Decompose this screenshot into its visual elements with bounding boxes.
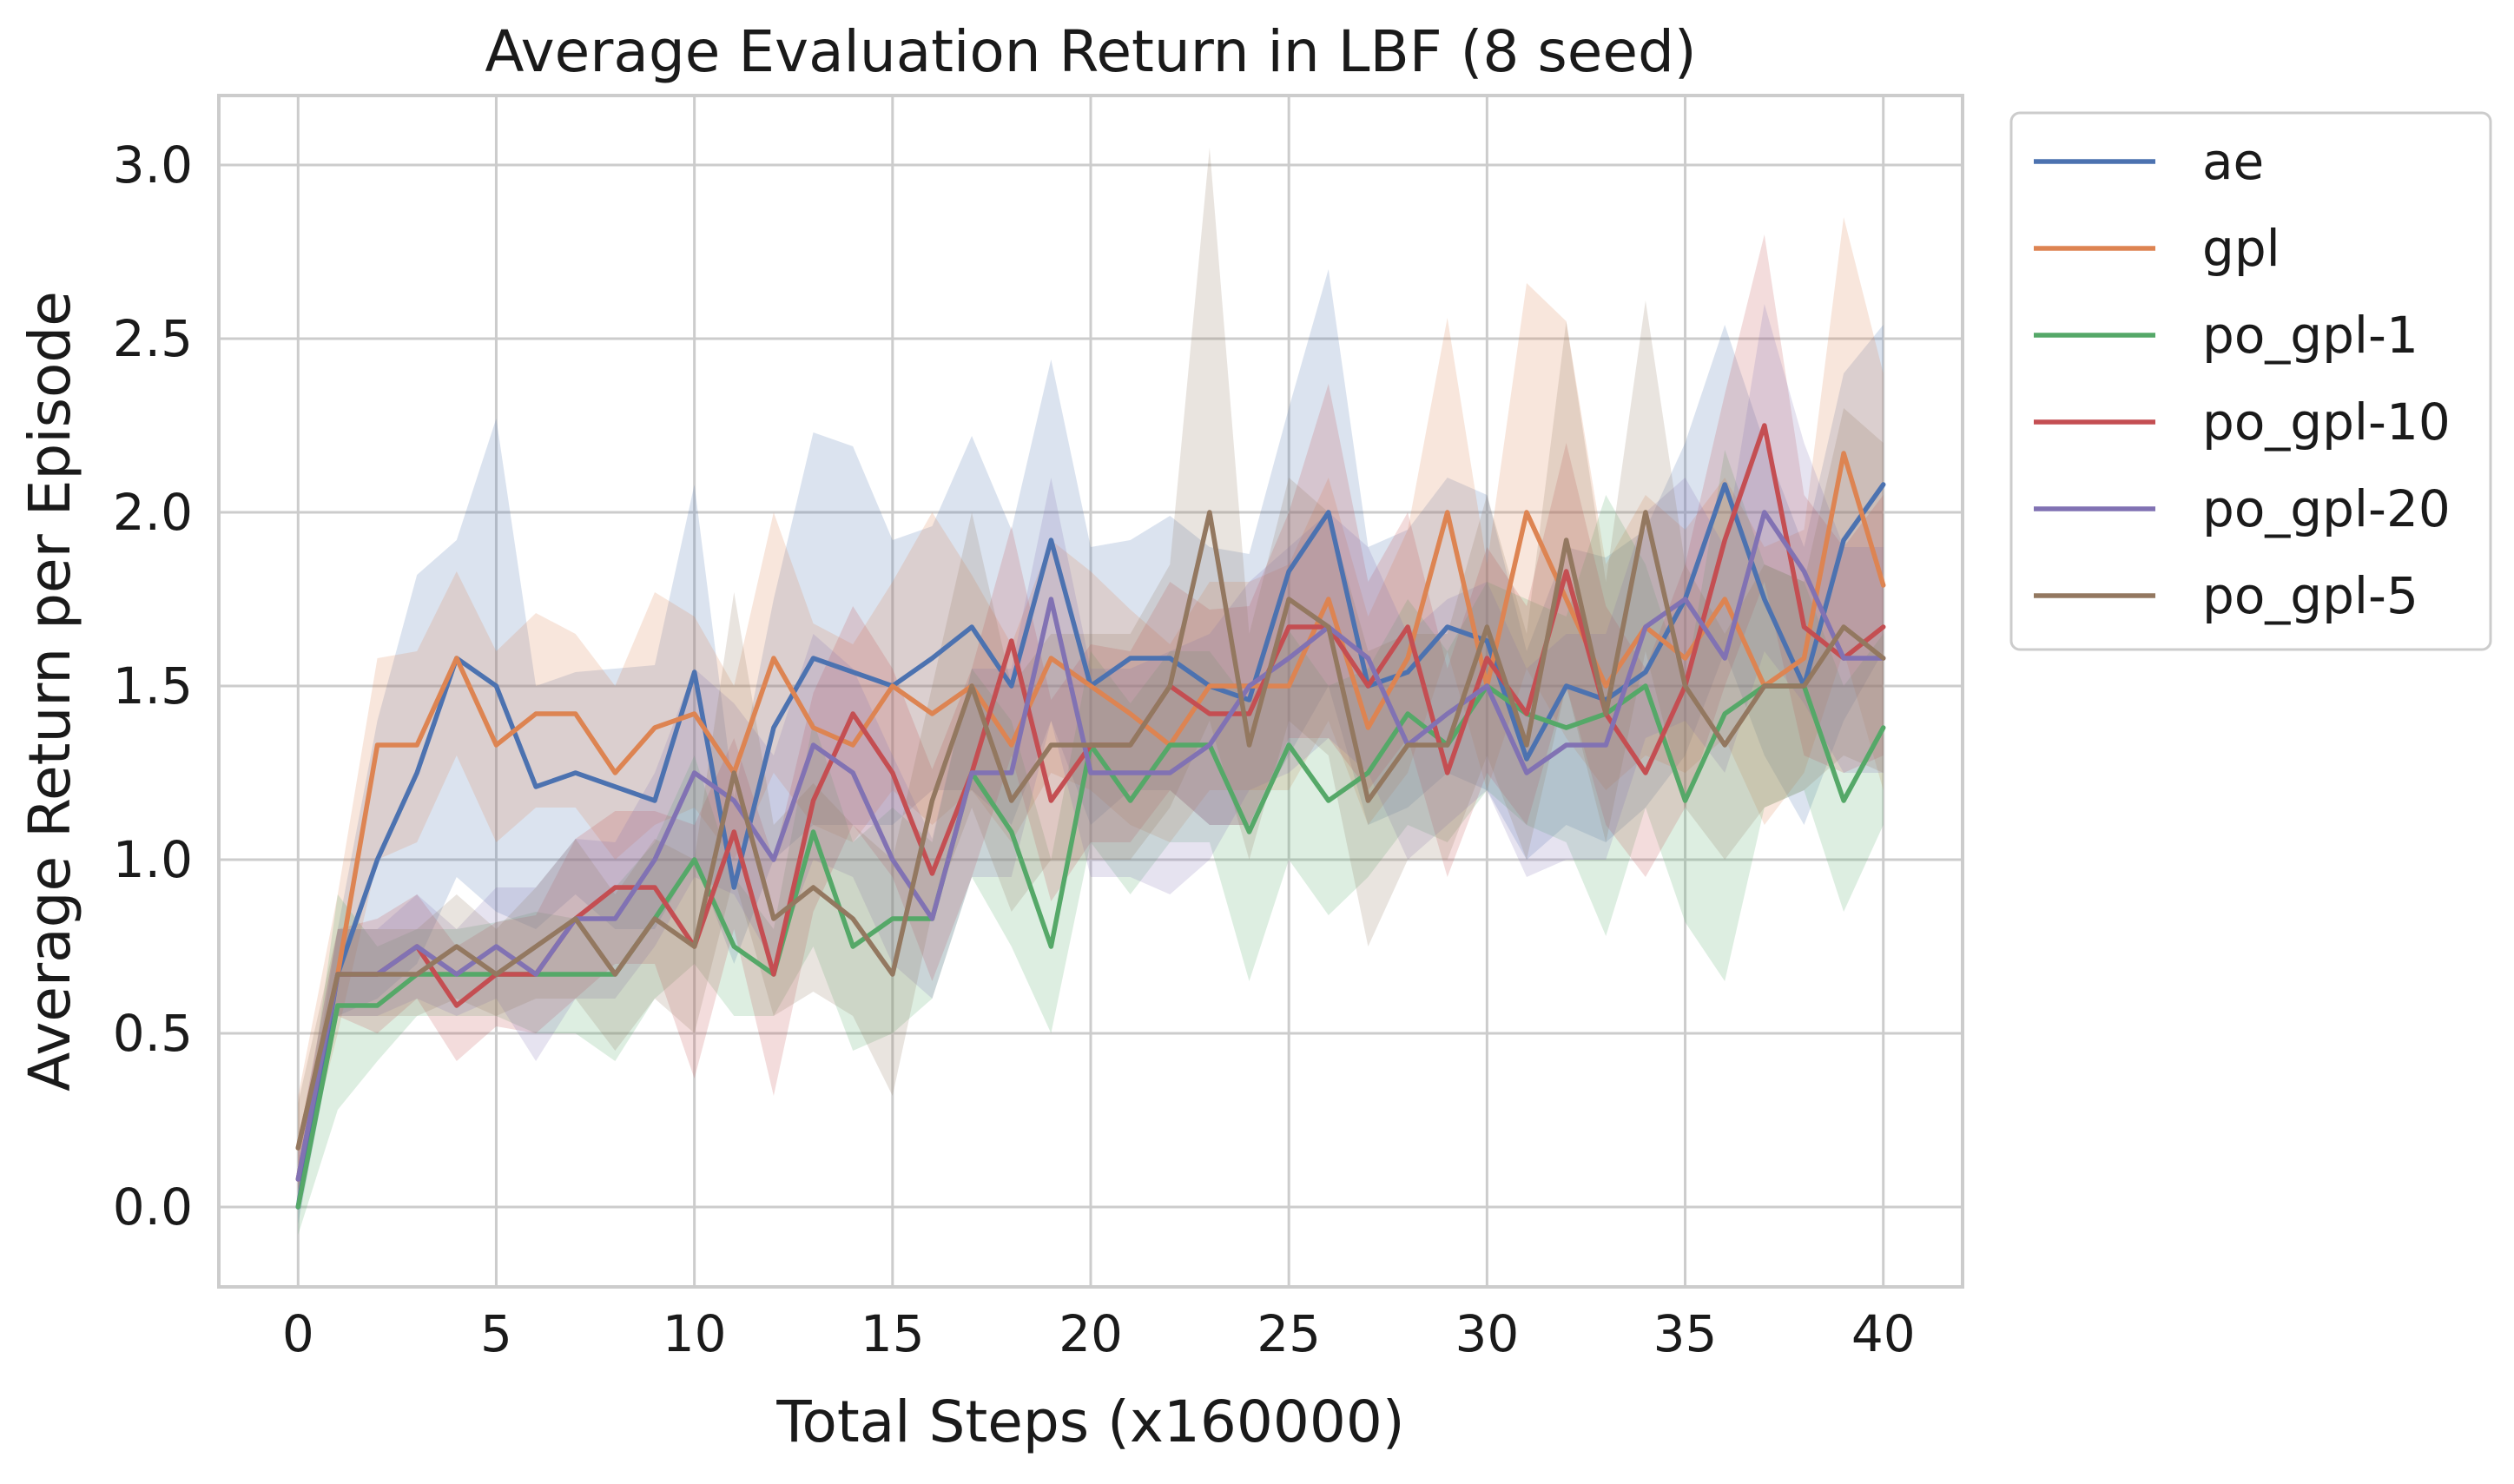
series-line-po_gpl-5 [295,510,1886,1151]
legend: ae gpl po_gpl-1 po_gpl-10 po_gpl-20 po_gpl-5 [2009,111,2492,651]
band-po_gpl-10 [298,234,1884,1207]
y-tick-label: 2.5 [113,309,193,368]
series-lines [295,423,1886,1210]
legend-label-po_gpl-20: po_gpl-20 [2202,479,2451,538]
chart-title: Average Evaluation Return in LBF (8 seed… [485,18,1696,85]
x-tick-label: 10 [663,1304,727,1363]
x-axis-title: Total Steps (x160000) [775,1388,1404,1455]
band-gpl [298,217,1884,1190]
y-tick-label: 1.5 [113,656,193,716]
series-line-gpl [295,451,1886,1151]
x-tick-label: 15 [861,1304,925,1363]
x-tick-label: 5 [480,1304,512,1363]
x-tick-label: 40 [1851,1304,1916,1363]
y-tick-label: 0.0 [113,1177,193,1237]
y-axis-ticks: 0.0 0.5 1.0 1.5 2.0 2.5 3.0 [113,135,193,1237]
band-po_gpl-5 [298,148,1884,1190]
y-axis-title: Average Return per Episode [16,291,83,1092]
x-tick-label: 30 [1455,1304,1519,1363]
series-line-po_gpl-20 [295,510,1886,1182]
grid [219,96,1963,1287]
plot-frame [217,94,1964,1289]
y-tick-label: 0.5 [113,1004,193,1063]
y-tick-label: 3.0 [113,135,193,195]
y-tick-label: 2.0 [113,483,193,542]
legend-label-gpl: gpl [2202,219,2280,278]
y-tick-label: 1.0 [113,830,193,889]
x-tick-label: 20 [1059,1304,1123,1363]
x-tick-label: 25 [1257,1304,1321,1363]
x-tick-label: 0 [282,1304,314,1363]
legend-label-po_gpl-5: po_gpl-5 [2202,566,2418,625]
legend-label-po_gpl-1: po_gpl-1 [2202,306,2418,365]
legend-label-po_gpl-10: po_gpl-10 [2202,392,2451,452]
legend-label-ae: ae [2202,132,2264,191]
x-tick-label: 35 [1653,1304,1718,1363]
x-axis-ticks: 0 5 10 15 20 25 30 35 40 [282,1304,1916,1363]
